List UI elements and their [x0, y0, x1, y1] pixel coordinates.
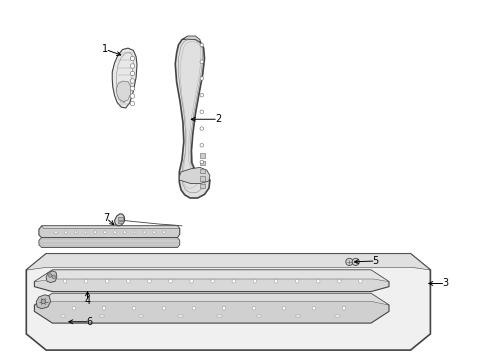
Bar — [99, 315, 104, 317]
Circle shape — [312, 306, 316, 310]
Bar — [200, 153, 204, 158]
Text: 3: 3 — [442, 279, 448, 288]
Circle shape — [65, 231, 67, 234]
Circle shape — [153, 231, 155, 234]
Circle shape — [132, 306, 136, 310]
Polygon shape — [117, 81, 131, 102]
Circle shape — [94, 231, 97, 234]
Circle shape — [169, 279, 172, 283]
Circle shape — [338, 279, 341, 283]
Circle shape — [192, 306, 196, 310]
Circle shape — [200, 93, 204, 97]
Text: 6: 6 — [87, 317, 93, 327]
Circle shape — [130, 94, 135, 98]
Text: 5: 5 — [372, 256, 379, 266]
Circle shape — [200, 60, 204, 63]
Text: 4: 4 — [84, 297, 91, 306]
Polygon shape — [46, 271, 57, 283]
Bar — [139, 315, 144, 317]
Circle shape — [222, 306, 226, 310]
Circle shape — [130, 71, 135, 76]
Circle shape — [274, 279, 278, 283]
Circle shape — [105, 279, 109, 283]
Bar — [335, 315, 340, 317]
Polygon shape — [34, 293, 389, 323]
Circle shape — [126, 279, 130, 283]
Bar — [218, 315, 222, 317]
Circle shape — [163, 231, 165, 234]
Bar — [257, 315, 261, 317]
Circle shape — [84, 279, 88, 283]
Circle shape — [41, 299, 46, 304]
Circle shape — [114, 231, 116, 234]
Polygon shape — [26, 254, 430, 350]
Polygon shape — [115, 214, 124, 226]
Polygon shape — [42, 226, 180, 229]
Bar — [200, 184, 204, 188]
Circle shape — [211, 279, 215, 283]
Polygon shape — [34, 270, 389, 282]
Polygon shape — [112, 48, 137, 108]
Circle shape — [162, 306, 166, 310]
Polygon shape — [179, 167, 210, 184]
Bar — [118, 220, 122, 223]
Circle shape — [200, 127, 204, 130]
Text: 7: 7 — [103, 213, 110, 223]
Circle shape — [200, 110, 204, 114]
Polygon shape — [34, 293, 389, 305]
Text: 1: 1 — [102, 45, 109, 54]
Circle shape — [74, 231, 77, 234]
Bar — [118, 217, 122, 220]
Bar — [200, 161, 204, 166]
Circle shape — [200, 43, 204, 47]
Circle shape — [147, 279, 151, 283]
Bar — [200, 168, 204, 173]
Circle shape — [52, 275, 55, 279]
Polygon shape — [26, 254, 430, 270]
Circle shape — [200, 160, 204, 164]
Circle shape — [190, 279, 194, 283]
Circle shape — [143, 231, 146, 234]
Circle shape — [130, 64, 135, 68]
Circle shape — [102, 306, 106, 310]
Circle shape — [104, 231, 106, 234]
Bar — [178, 315, 183, 317]
Circle shape — [253, 279, 257, 283]
Circle shape — [130, 101, 135, 106]
Circle shape — [352, 258, 359, 266]
Circle shape — [123, 231, 126, 234]
Circle shape — [200, 144, 204, 147]
Circle shape — [252, 306, 256, 310]
Circle shape — [295, 279, 299, 283]
Polygon shape — [39, 238, 180, 248]
Polygon shape — [183, 36, 200, 42]
Polygon shape — [34, 270, 389, 292]
Circle shape — [130, 79, 135, 83]
Circle shape — [342, 306, 346, 310]
Circle shape — [130, 56, 135, 61]
Bar — [60, 315, 65, 317]
Polygon shape — [36, 295, 50, 309]
Circle shape — [133, 231, 136, 234]
Circle shape — [63, 279, 67, 283]
Polygon shape — [175, 37, 210, 198]
Circle shape — [317, 279, 320, 283]
Circle shape — [346, 258, 353, 266]
Text: 2: 2 — [215, 114, 221, 124]
Circle shape — [72, 306, 76, 310]
Polygon shape — [39, 226, 180, 238]
Circle shape — [49, 274, 52, 277]
Circle shape — [232, 279, 236, 283]
Circle shape — [282, 306, 286, 310]
Bar — [200, 176, 204, 181]
Circle shape — [200, 77, 204, 80]
Circle shape — [130, 86, 135, 91]
Circle shape — [359, 279, 362, 283]
Bar — [296, 315, 300, 317]
Circle shape — [84, 231, 87, 234]
Circle shape — [55, 231, 57, 234]
